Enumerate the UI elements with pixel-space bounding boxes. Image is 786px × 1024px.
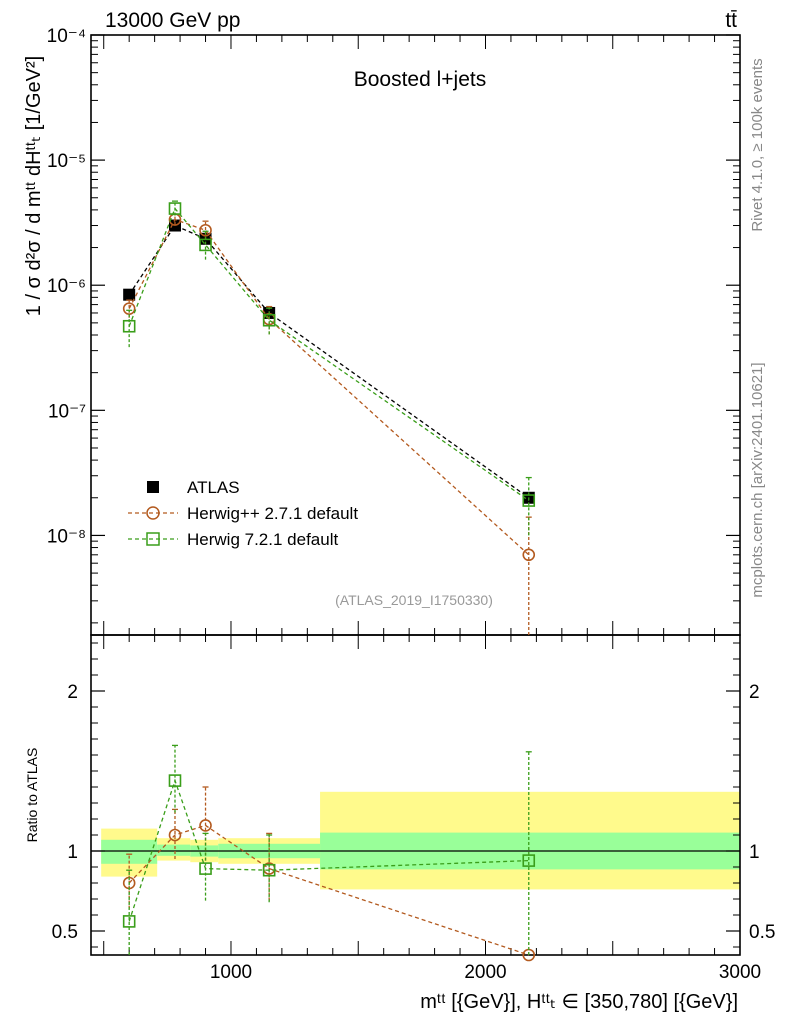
legend-label-herwigpp: Herwig++ 2.7.1 default	[187, 504, 358, 523]
data-point-herwig-7-2-1-default	[168, 202, 182, 215]
main-y-tick-label: 10⁻⁶	[47, 276, 86, 297]
main-y-tick-label: 10⁻⁷	[48, 401, 86, 422]
x-axis-label: mᵗᵗ [{GeV}], Hᵗᵗₜ ∈ [350,780] [{GeV}]	[420, 991, 738, 1013]
ratio-y-tick-label-right: 1	[749, 842, 760, 863]
ratio-y-tick-label-right: 0.5	[749, 922, 775, 943]
rivet-version-label: Rivet 4.1.0, ≥ 100k events	[749, 58, 766, 231]
ratio-y-tick-label-right: 2	[749, 682, 760, 703]
process-label: tt̄	[725, 9, 737, 32]
ratio-axis-ticks: 0.5 0.5 1 1 2 2 1000 2000 3000	[52, 635, 775, 983]
data-point-herwig-7-2-1-default	[262, 863, 276, 877]
series-line-herwig-7-2-1-default	[128, 207, 530, 502]
series-herwig-7-2-1-default	[122, 744, 536, 955]
data-point-herwig-2-7-1-default	[199, 223, 212, 237]
data-point-herwig-7-2-1-default	[262, 313, 276, 327]
data-point-herwig-2-7-1-default	[122, 302, 136, 315]
data-point-atlas	[123, 288, 136, 301]
main-axis-ticks: 10⁻⁸ 10⁻⁷ 10⁻⁶ 10⁻⁵ 10⁻⁴	[47, 26, 741, 635]
chart-title: Boosted l+jets	[354, 68, 487, 91]
beam-energy-label: 13000 GeV pp	[105, 9, 240, 32]
analysis-id-label: (ATLAS_2019_I1750330)	[335, 592, 493, 608]
series-herwig-7-2-1-default	[122, 200, 536, 536]
main-y-tick-label: 10⁻⁵	[47, 151, 86, 172]
data-point-herwig-7-2-1-default	[122, 319, 136, 333]
legend-marker-atlas	[147, 481, 159, 493]
mcplots-label: mcplots.cern.ch [arXiv:2401.10621]	[749, 362, 766, 597]
main-y-tick-label: 10⁻⁸	[47, 526, 86, 547]
legend-label-herwig7: Herwig 7.2.1 default	[187, 530, 338, 549]
ratio-series-layer	[122, 744, 536, 962]
series-line-herwig-2-7-1-default	[128, 218, 530, 556]
series-herwig-2-7-1-default	[122, 213, 536, 635]
ratio-uncertainty-bands	[101, 791, 740, 890]
ratio-band-green	[101, 839, 158, 864]
data-point-herwig-7-2-1-default	[522, 854, 536, 867]
x-tick-label: 2000	[464, 962, 506, 983]
legend: ATLAS Herwig++ 2.7.1 default Herwig 7.2.…	[128, 478, 358, 549]
data-point-herwig-7-2-1-default	[122, 915, 136, 928]
legend-marker-herwig7	[146, 532, 160, 546]
ratio-y-tick-label: 1	[67, 842, 78, 863]
ratio-y-tick-label: 2	[67, 682, 78, 703]
data-point-herwig-2-7-1-default	[199, 819, 212, 832]
main-series-layer	[122, 200, 536, 635]
legend-label-atlas: ATLAS	[187, 478, 240, 497]
x-tick-label: 3000	[719, 962, 761, 983]
main-y-tick-label: 10⁻⁴	[47, 26, 86, 47]
ratio-panel-frame	[90, 634, 741, 956]
legend-marker-herwigpp	[146, 506, 160, 520]
data-point-herwig-7-2-1-default	[168, 774, 182, 787]
x-tick-label: 1000	[210, 962, 252, 983]
data-point-herwig-7-2-1-default	[522, 494, 536, 507]
data-point-herwig-2-7-1-default	[522, 548, 536, 562]
data-point-herwig-7-2-1-default	[199, 238, 212, 252]
data-point-herwig-2-7-1-default	[168, 828, 182, 842]
ratio-band-green	[157, 844, 191, 856]
main-y-axis-label: 1 / σ d²σ / d mᵗᵗ dHᵗᵗₜ [1/GeV²]	[23, 56, 45, 316]
ratio-y-axis-label: Ratio to ATLAS	[24, 748, 40, 843]
data-point-herwig-7-2-1-default	[199, 862, 212, 875]
ratio-y-tick-label: 0.5	[52, 922, 78, 943]
